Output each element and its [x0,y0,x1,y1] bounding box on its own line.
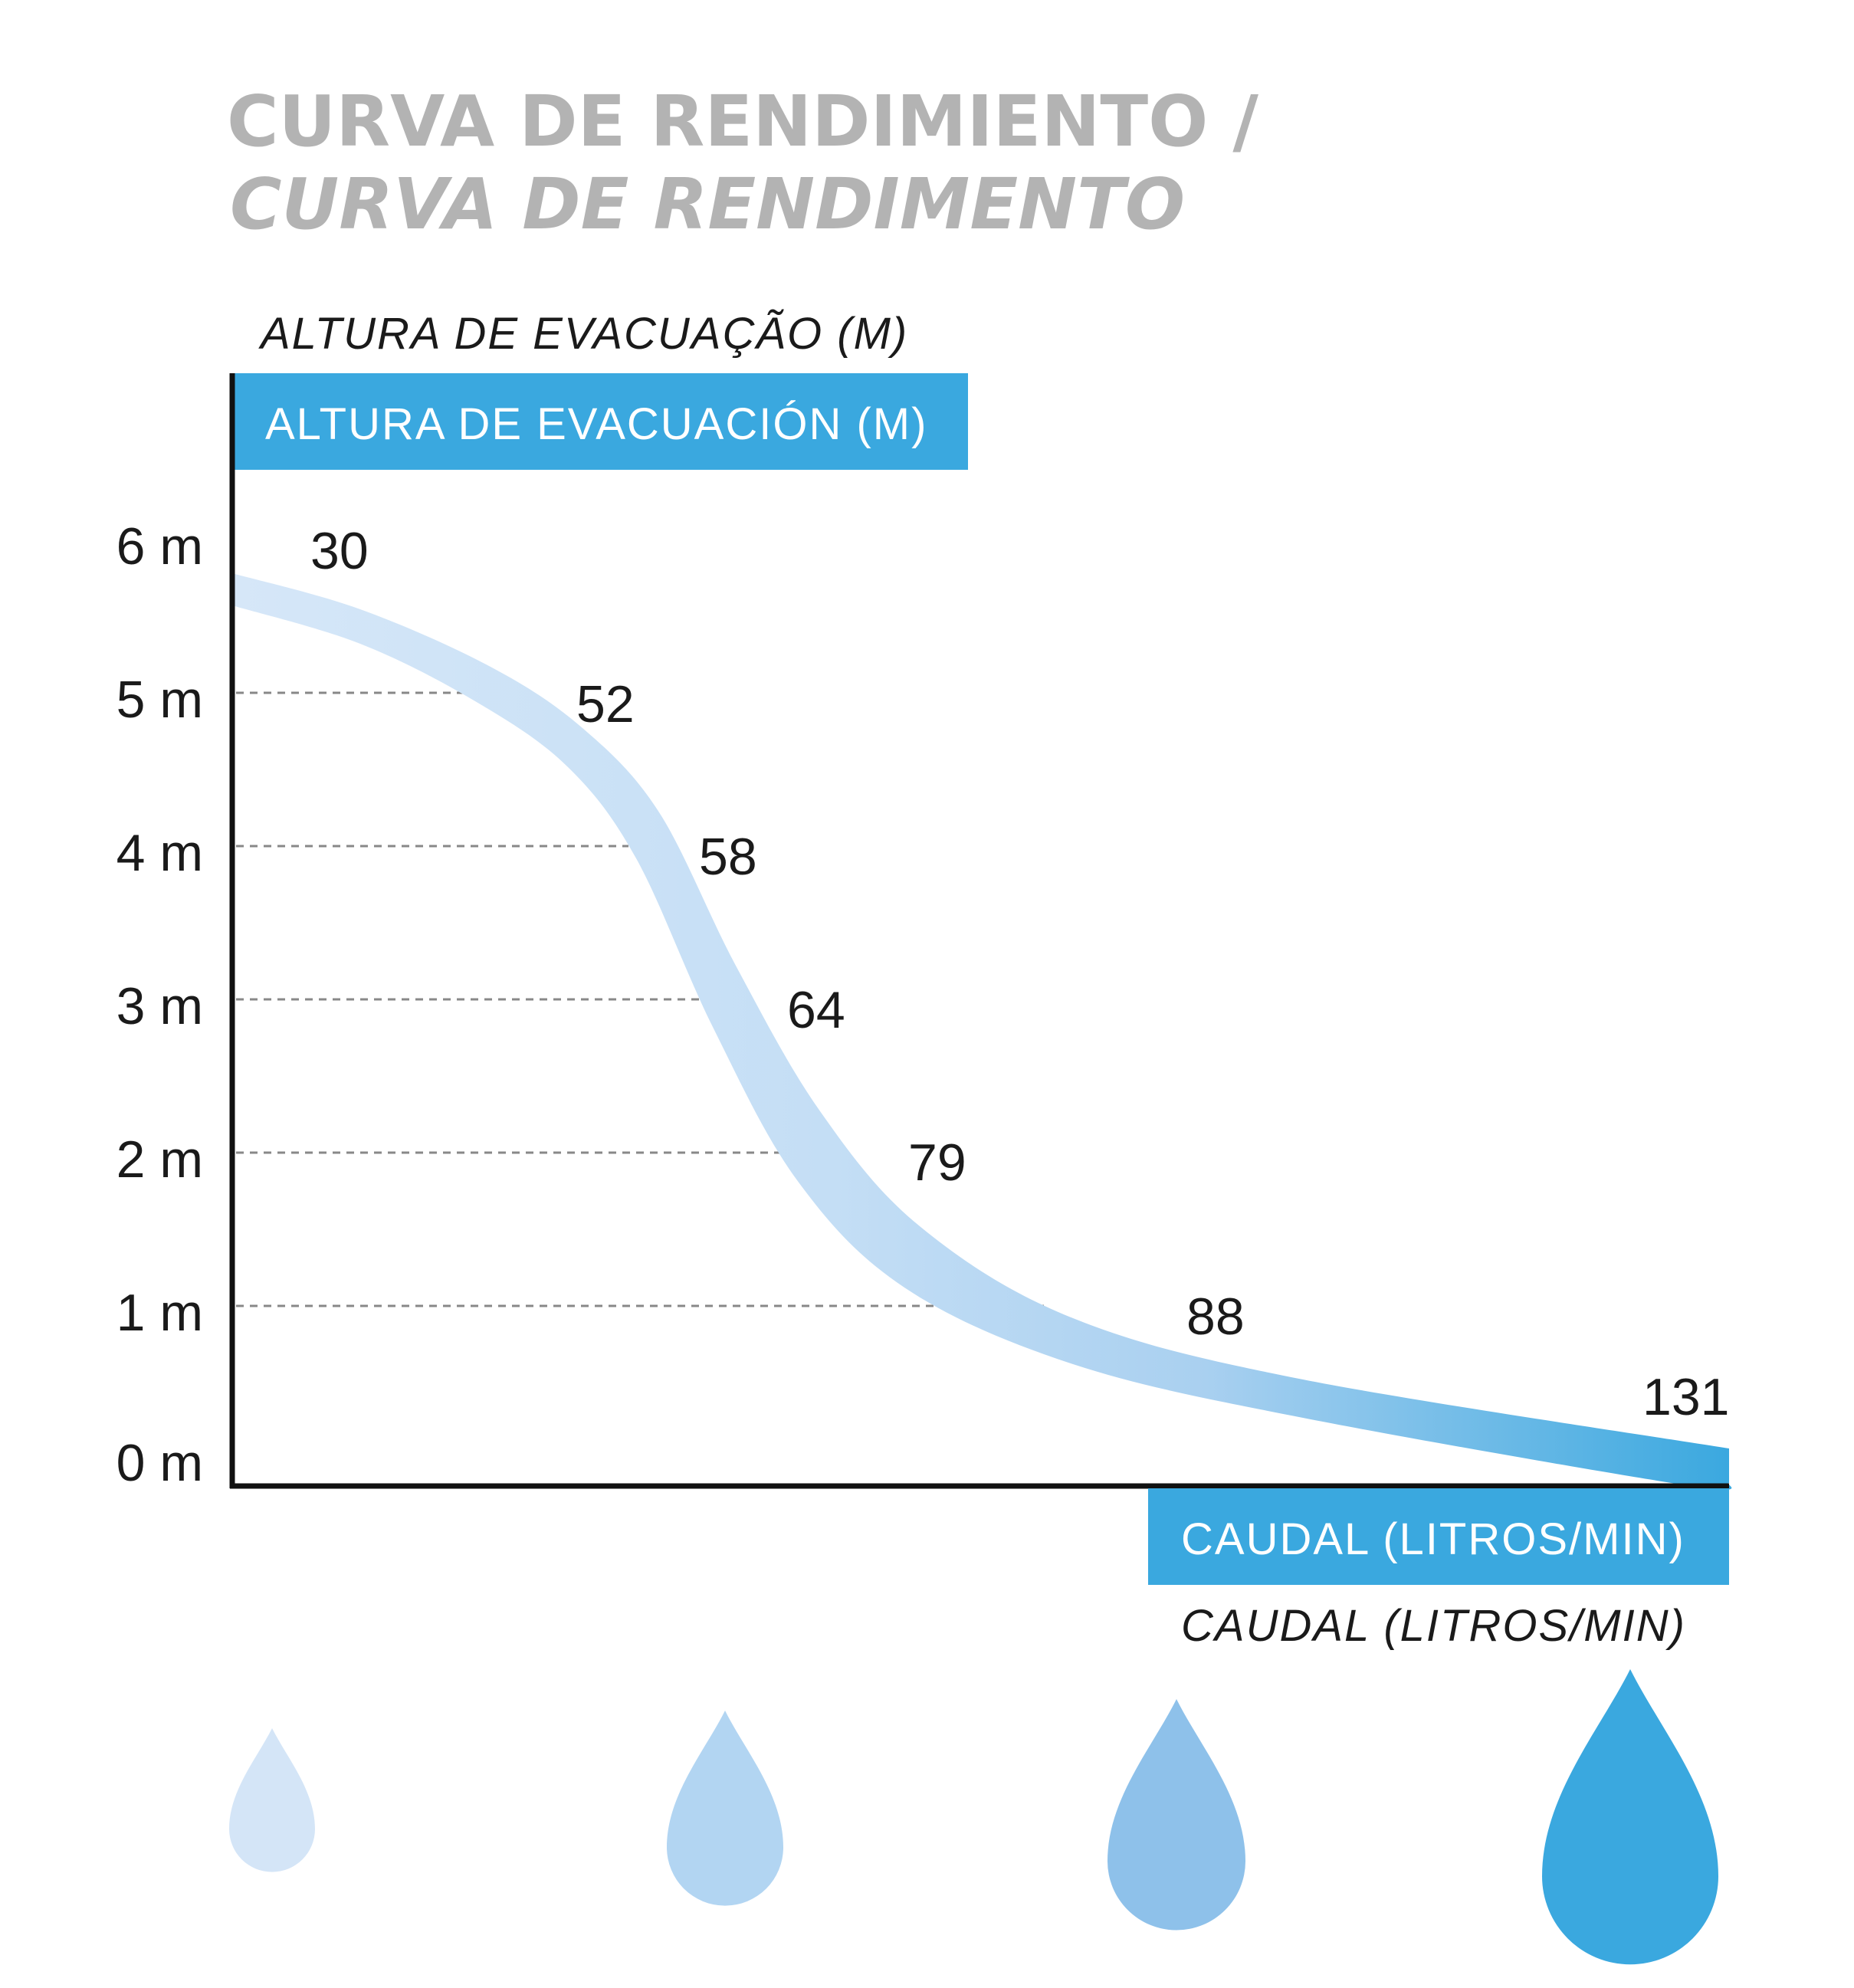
drop-xlarge-icon [1542,1669,1718,1965]
gridlines [236,691,1050,1307]
x-axis-label-box [1148,1488,1729,1585]
y-tick-label: 6 m [116,517,203,576]
drop-small-icon [229,1728,315,1872]
y-axis-label-es: ALTURA DE EVACUACIÓN (M) [265,399,927,449]
y-tick-label: 0 m [116,1434,203,1492]
data-label: 88 [1186,1288,1245,1346]
y-tick-label: 4 m [116,824,203,882]
performance-curve [232,573,1732,1490]
chart-title-line1: CURVA DE RENDIMIENTO / [227,80,1258,162]
y-tick-label: 3 m [116,977,203,1035]
y-tick-label: 5 m [116,671,203,729]
x-axis-label-pt: CAUDAL (LITROS/MIN) [1181,1601,1686,1651]
drop-medium-icon [667,1711,783,1906]
y-tick-label: 2 m [116,1130,203,1189]
water-drops [229,1669,1718,1965]
y-axis-label-box [232,373,968,470]
data-label: 58 [699,828,757,886]
y-tick-label: 1 m [116,1284,203,1342]
data-labels: 30 52 58 64 79 88 131 [310,522,1729,1426]
data-label: 64 [787,981,845,1039]
y-axis-ticks: 0 m 1 m 2 m 3 m 4 m 5 m 6 m [116,517,203,1492]
y-axis-label-pt: ALTURA DE EVACUAÇÃO (M) [258,309,908,359]
data-label: 131 [1642,1368,1729,1426]
data-label: 79 [908,1133,966,1192]
drop-large-icon [1107,1699,1245,1931]
data-label: 52 [576,675,635,733]
data-label: 30 [310,522,369,580]
chart-title-line2: CURVA DE RENDIMENTO [230,163,1185,245]
x-axis-label-es: CAUDAL (LITROS/MIN) [1181,1514,1685,1564]
